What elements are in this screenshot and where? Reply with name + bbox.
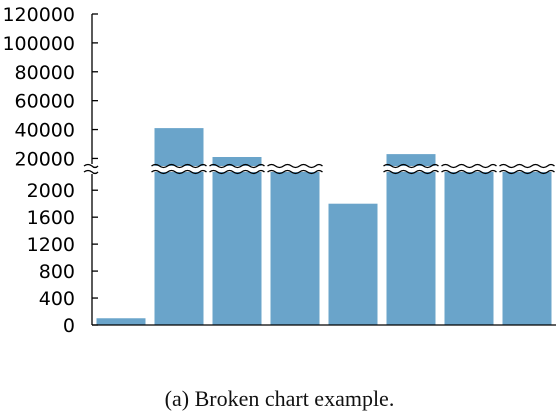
bars-group xyxy=(96,128,552,325)
bar-5 xyxy=(328,203,378,325)
break-line-upper-7 xyxy=(441,163,497,169)
y-tick-label-1200: 1200 xyxy=(27,234,75,256)
tick-labels-group: 0 400 800 1200 1600 2000 20000 40000 60000 80000 1… xyxy=(2,4,98,337)
axis-break-line-upper xyxy=(83,163,99,169)
bar-8 xyxy=(502,169,552,325)
break-line-lower-3 xyxy=(209,169,265,175)
break-gap-3 xyxy=(209,166,265,172)
break-line-upper-4 xyxy=(267,163,323,169)
y-tick-label-60000: 60000 xyxy=(15,91,75,113)
break-gap-8 xyxy=(499,166,555,172)
break-line-upper-6 xyxy=(383,163,439,169)
break-line-upper-8 xyxy=(499,163,555,169)
y-tick-label-0: 0 xyxy=(63,315,75,337)
break-line-lower-6 xyxy=(383,169,439,175)
break-line-lower-2 xyxy=(151,169,207,175)
y-tick-label-2000: 2000 xyxy=(27,180,75,202)
axis-break-marks xyxy=(83,163,555,175)
y-tick-label-800: 800 xyxy=(39,261,75,283)
break-line-upper-3 xyxy=(209,163,265,169)
bar-7 xyxy=(444,169,494,325)
break-gap-7 xyxy=(441,166,497,172)
y-tick-label-1600: 1600 xyxy=(27,207,75,229)
break-gap-4 xyxy=(267,166,323,172)
figure-caption: (a) Broken chart example. xyxy=(164,386,395,411)
y-tick-label-400: 400 xyxy=(39,288,75,310)
axis-break-line-lower xyxy=(83,169,99,175)
break-line-upper-2 xyxy=(151,163,207,169)
axis-break-gap xyxy=(84,166,98,172)
bar-3 xyxy=(212,157,262,325)
break-line-lower-4 xyxy=(267,169,323,175)
axes-group xyxy=(91,14,556,326)
break-line-lower-8 xyxy=(499,169,555,175)
y-tick-label-80000: 80000 xyxy=(15,62,75,84)
bar-4 xyxy=(270,169,320,325)
break-gap-6 xyxy=(383,166,439,172)
y-tick-label-100000: 100000 xyxy=(2,33,75,55)
y-tick-label-20000: 20000 xyxy=(15,148,75,170)
bar-1 xyxy=(96,318,146,325)
y-tick-label-120000: 120000 xyxy=(2,4,75,26)
bar-2 xyxy=(154,128,204,325)
break-gap-2 xyxy=(151,166,207,172)
bar-6 xyxy=(386,154,436,325)
y-tick-label-40000: 40000 xyxy=(15,120,75,142)
break-line-lower-7 xyxy=(441,169,497,175)
